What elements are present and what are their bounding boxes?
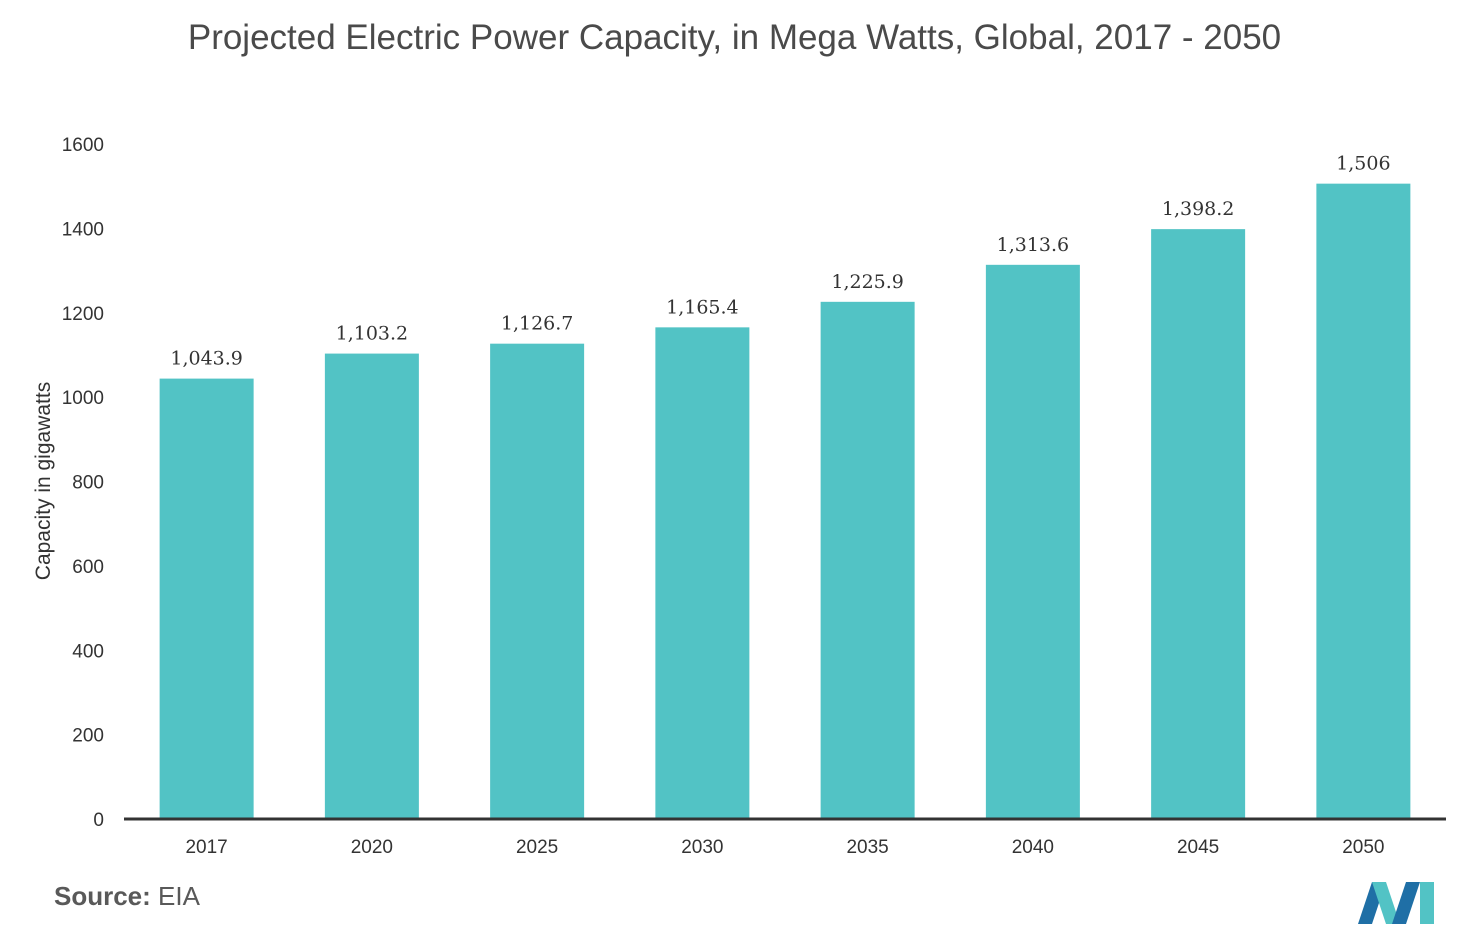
data-label-2017: 1,043.9 [170,348,243,370]
y-axis-title: Capacity in gigawatts [32,382,55,580]
y-tick-label: 0 [93,810,104,831]
data-label-2030: 1,165.4 [666,296,739,318]
bars-group: 1,043.9 1,103.2 1,126.7 1,165.4 1,225.9 1,313… [159,153,1411,819]
x-tick-label: 2020 [351,837,393,858]
y-tick-label: 600 [72,557,104,578]
x-tick-label: 2017 [185,837,227,858]
y-axis: 0 200 400 600 800 1000 1200 1400 1600 [62,135,104,831]
y-tick-label: 800 [72,473,104,494]
x-tick-label: 2040 [1012,837,1054,858]
data-label-2045: 1,398.2 [1162,198,1235,220]
y-tick-label: 1200 [62,304,104,325]
bar-2050 [1316,183,1411,819]
x-tick-label: 2030 [681,837,723,858]
data-label-2035: 1,225.9 [831,271,904,293]
y-tick-label: 1400 [62,219,104,240]
x-tick-label: 2025 [516,837,558,858]
y-tick-label: 400 [72,641,104,662]
x-axis: 2017 2020 2025 2030 2035 2040 2045 2050 [185,837,1384,858]
y-tick-label: 1600 [62,135,104,156]
bar-2035 [820,301,915,819]
mordor-intelligence-logo-icon [1358,882,1434,924]
x-tick-label: 2045 [1177,837,1219,858]
bar-2025 [490,343,585,819]
source-note: Source: EIA [54,881,200,912]
bar-2020 [324,353,419,819]
x-tick-label: 2035 [846,837,888,858]
y-tick-label: 200 [72,726,104,747]
bar-2040 [985,264,1080,819]
data-label-2025: 1,126.7 [501,313,574,335]
data-label-2020: 1,103.2 [336,323,409,345]
bar-2045 [1151,229,1246,819]
source-label: Source: [54,881,151,911]
y-tick-label: 1000 [62,388,104,409]
x-tick-label: 2050 [1342,837,1384,858]
bar-2017 [159,378,254,819]
data-label-2050: 1,506 [1336,153,1390,175]
data-label-2040: 1,313.6 [997,234,1070,256]
bar-2030 [655,327,750,819]
chart-title: Projected Electric Power Capacity, in Me… [187,18,1282,57]
source-value: EIA [158,881,200,911]
